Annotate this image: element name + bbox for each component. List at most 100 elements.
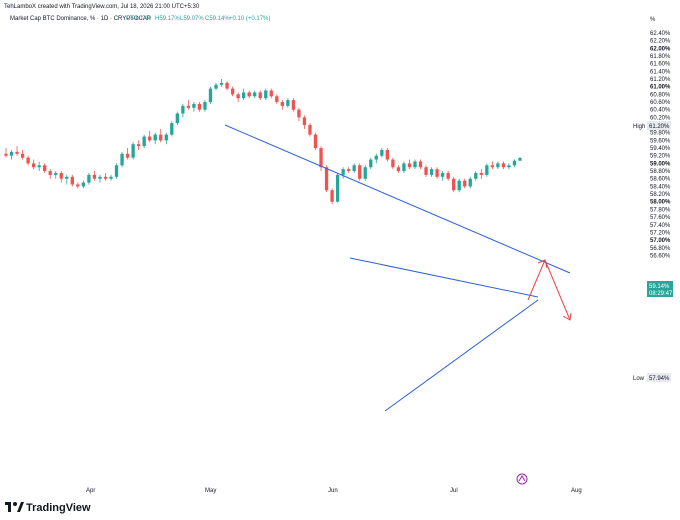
- candle-body: [9, 151, 14, 156]
- candle-body: [81, 182, 86, 187]
- candle-body: [463, 180, 467, 187]
- candle-body: [374, 155, 378, 160]
- price-tick: 61.40%: [650, 69, 671, 75]
- alert-icon[interactable]: [516, 473, 528, 485]
- header: TehLamboX created with TradingView.com, …: [4, 4, 270, 22]
- projection-arrows: [527, 259, 572, 321]
- candle-body: [291, 100, 296, 110]
- candle-body: [479, 172, 483, 175]
- projection-down-arrow: [544, 259, 571, 321]
- candle-body: [148, 136, 152, 141]
- candle-body: [208, 88, 213, 103]
- projection-down-arrowhead: [562, 312, 572, 321]
- price-tick: 61.80%: [650, 54, 671, 60]
- projection-up-arrow: [527, 259, 546, 301]
- candle-body: [380, 149, 384, 156]
- candle-body: [269, 90, 273, 97]
- time-axis[interactable]: Apr May Jun Jul Aug: [86, 488, 582, 494]
- price-tick: 56.80%: [650, 246, 671, 252]
- price-tick: 60.40%: [650, 108, 671, 114]
- candle-body: [54, 172, 58, 175]
- candle-body: [452, 178, 456, 191]
- candle-body: [297, 109, 301, 118]
- candle-body: [253, 92, 257, 97]
- candle-body: [103, 176, 108, 179]
- candle-body: [518, 158, 522, 161]
- candle-body: [424, 167, 428, 175]
- candle-body: [485, 165, 489, 175]
- candle-body: [175, 113, 179, 124]
- candle-body: [43, 165, 47, 172]
- ohlc-high: H59.17%: [155, 16, 180, 22]
- candle-body: [280, 102, 285, 106]
- candle-body: [347, 169, 351, 172]
- price-tick: 57.80%: [650, 207, 671, 213]
- candle-body: [109, 176, 113, 179]
- candle-body: [236, 94, 240, 99]
- high-value: 61.20%: [649, 124, 670, 130]
- candle-body: [192, 103, 196, 108]
- candle-body: [70, 176, 74, 185]
- ohlc-close: C59.14%: [205, 16, 230, 22]
- price-tick: 60.60%: [650, 100, 671, 106]
- candle-body: [324, 167, 329, 191]
- tradingview-logo[interactable]: TradingView: [5, 502, 91, 514]
- tradingview-logo-text: TradingView: [26, 502, 91, 514]
- price-tick: 62.20%: [650, 39, 671, 45]
- time-label-apr: Apr: [86, 488, 95, 494]
- price-axis[interactable]: % 62.40% 62.20%62.00% 61.80% 61.60%61.40% 61…: [633, 17, 673, 382]
- candle-body: [501, 163, 506, 168]
- time-label-may: May: [205, 488, 216, 494]
- price-tick: 58.20%: [650, 192, 671, 198]
- price-tick: 59.20%: [650, 154, 671, 160]
- candle-body: [181, 105, 185, 114]
- created-line: TehLamboX created with TradingView.com, …: [4, 4, 200, 10]
- candle-body: [264, 90, 268, 99]
- candle-body: [247, 92, 251, 97]
- low-label: Low: [633, 376, 645, 382]
- candle-body: [186, 105, 191, 108]
- tradingview-logo-icon: [5, 502, 24, 512]
- price-tick: 58.00%: [650, 200, 671, 206]
- candle-body: [358, 165, 362, 179]
- candle-body: [446, 172, 450, 179]
- price-tick: 59.80%: [650, 131, 671, 137]
- price-tick: 61.20%: [650, 77, 671, 83]
- candle-body: [153, 134, 157, 141]
- candle-body: [385, 149, 390, 160]
- candle-body: [319, 148, 323, 168]
- candle-body: [197, 103, 202, 110]
- price-tick: 59.00%: [650, 161, 671, 167]
- candle-body: [258, 92, 262, 99]
- candle-body: [159, 134, 163, 141]
- candle-body: [76, 184, 80, 187]
- candle-body: [457, 180, 461, 191]
- candle-body: [330, 190, 334, 202]
- symbol-line: Market Cap BTC Dominance, % · 1D · CRYPT…: [10, 16, 151, 22]
- candle-body: [136, 144, 141, 147]
- candle-body: [214, 84, 218, 89]
- ohlc-low: L59.07%: [180, 16, 204, 22]
- candle-body: [369, 159, 373, 168]
- bar-countdown: 08:29:47: [649, 291, 673, 297]
- candle-body: [241, 92, 246, 99]
- candle-body: [20, 153, 25, 158]
- candle-body: [341, 169, 345, 175]
- high-label: High: [633, 124, 645, 130]
- candle-body: [219, 82, 224, 85]
- candle-body: [496, 163, 500, 168]
- candle-body: [230, 88, 235, 95]
- candle-body: [302, 117, 307, 126]
- candle-body: [48, 171, 52, 175]
- candle-body: [335, 174, 340, 202]
- candle-body: [114, 165, 119, 177]
- candle-body: [65, 176, 69, 179]
- price-tick: 62.40%: [650, 31, 671, 37]
- candle-body: [468, 178, 472, 187]
- candle-body: [164, 134, 168, 141]
- price-tick: 59.40%: [650, 146, 671, 152]
- candle-body: [59, 172, 63, 179]
- candle-body: [440, 172, 445, 177]
- candle-body: [37, 165, 41, 168]
